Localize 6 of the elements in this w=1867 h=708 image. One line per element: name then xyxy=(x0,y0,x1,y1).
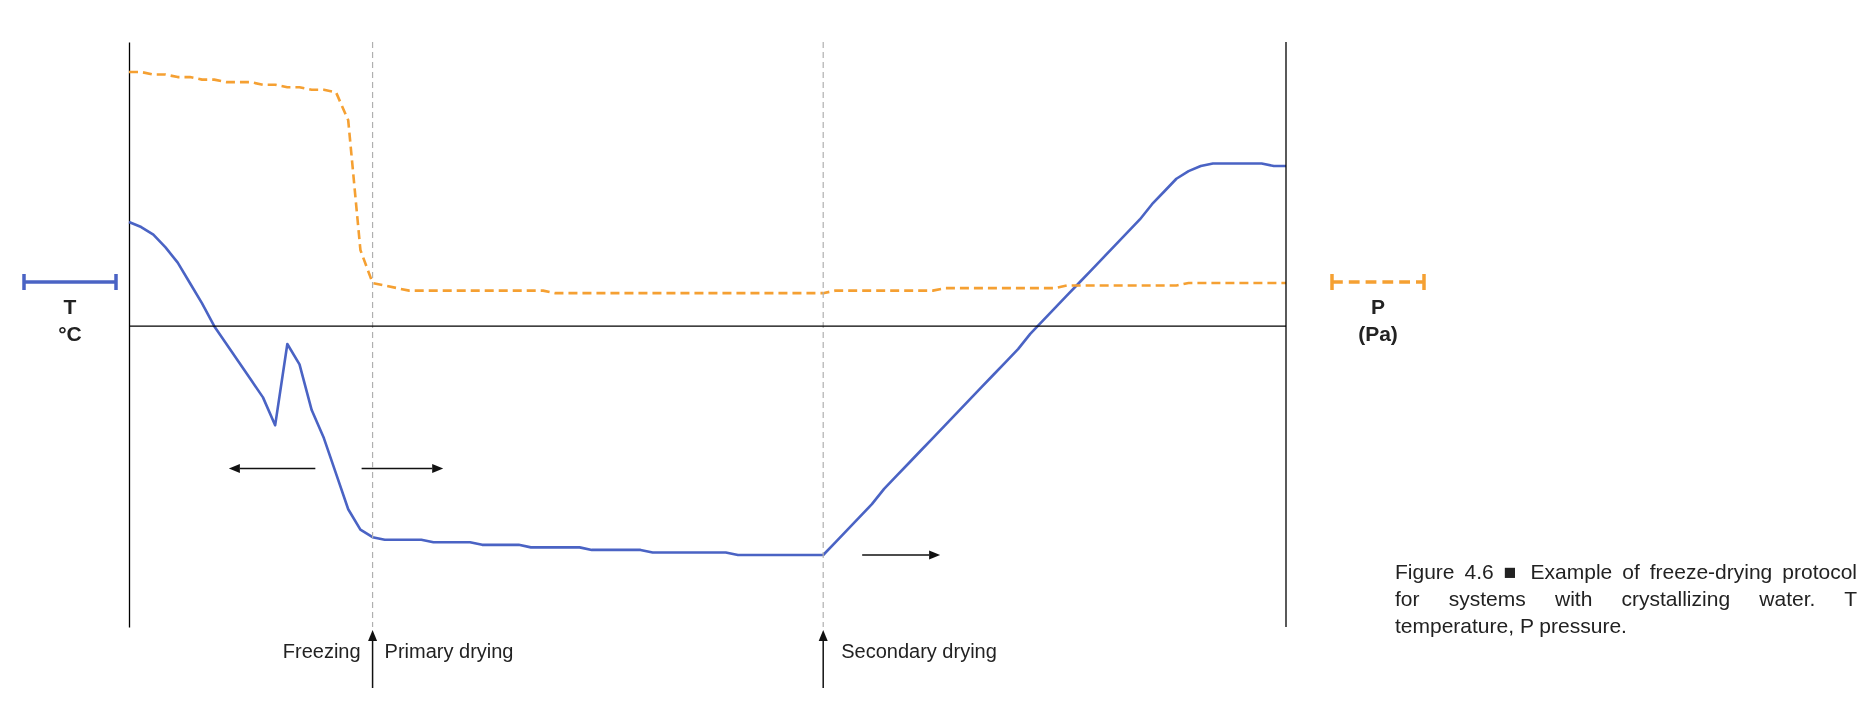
legend-label: P (Pa) xyxy=(1357,294,1399,347)
text: Secondary drying xyxy=(841,640,997,663)
legend-label: T °C xyxy=(57,294,83,347)
text: Freezing xyxy=(282,640,361,663)
text: Primary drying xyxy=(384,640,514,663)
caption: Figure 4.6 ■ Example of freeze-drying protocol for systems with crystallizing water. T temperature, P pressure. xyxy=(1395,559,1857,639)
